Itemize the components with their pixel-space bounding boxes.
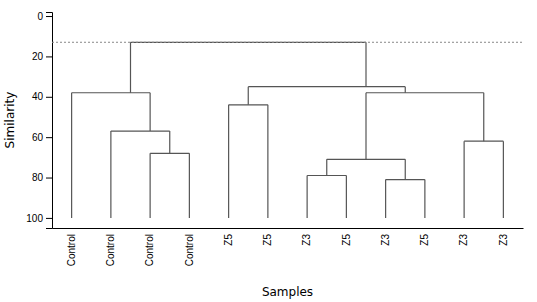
branch-left xyxy=(150,153,151,218)
x-tick-label: Control xyxy=(105,234,116,266)
branch-left xyxy=(130,42,131,92)
x-tick-label: Z3 xyxy=(301,234,312,246)
y-tick-mark xyxy=(46,16,52,17)
x-axis: Control Control Control Control Z5 Z5 Z3 Z5 Z3 Z5… xyxy=(53,229,524,267)
x-axis-title: Samples xyxy=(262,285,313,299)
y-axis-title: Similarity xyxy=(3,92,17,149)
branch-left xyxy=(365,93,366,160)
x-tick-label: Z3 xyxy=(380,234,391,246)
x-tick: Z3 xyxy=(301,234,312,246)
branch-right xyxy=(267,105,268,218)
x-tick: Control xyxy=(105,234,116,266)
chart: 020406080100ControlControlControlControl… xyxy=(0,0,537,302)
y-tick-mark xyxy=(46,137,52,138)
plot: 020406080100ControlControlControlControl… xyxy=(26,11,523,267)
x-tick-label: Z5 xyxy=(341,234,352,246)
x-tick: Control xyxy=(66,234,77,266)
y-axis: 0 20 40 60 80 100 xyxy=(26,11,52,229)
branch-left xyxy=(326,159,327,175)
y-tick: 60 xyxy=(32,132,52,143)
x-tick-label: Control xyxy=(66,234,77,266)
y-tick-mark xyxy=(46,178,52,179)
y-tick-label: 0 xyxy=(37,11,43,22)
branch-right xyxy=(346,176,347,218)
branch-right xyxy=(483,93,484,141)
branch-right xyxy=(503,141,504,218)
x-tick: Z5 xyxy=(223,234,234,246)
x-tick: Z3 xyxy=(458,234,469,246)
branch-left xyxy=(228,105,229,218)
y-tick-label: 80 xyxy=(32,172,44,183)
dendrogram xyxy=(52,42,523,218)
x-tick: Control xyxy=(144,234,155,266)
x-tick-label: Z3 xyxy=(498,234,509,246)
branch-left xyxy=(71,93,72,218)
x-tick: Z5 xyxy=(262,234,273,246)
branch-left xyxy=(110,131,111,218)
x-tick-label: Control xyxy=(144,234,155,266)
x-tick: Z5 xyxy=(341,234,352,246)
x-tick: Z5 xyxy=(419,234,430,246)
branch-left xyxy=(385,180,386,218)
y-tick-mark xyxy=(46,56,52,57)
x-tick-label: Z5 xyxy=(262,234,273,246)
branch-right xyxy=(150,93,151,131)
x-tick: Control xyxy=(184,234,195,266)
y-tick: 0 xyxy=(37,11,52,22)
reference-line xyxy=(52,42,523,43)
y-tick-label: 20 xyxy=(32,51,44,62)
y-tick-mark xyxy=(46,97,52,98)
y-tick: 80 xyxy=(32,172,52,183)
y-axis-line xyxy=(46,13,53,229)
branch-right xyxy=(405,159,406,179)
branch-right xyxy=(365,42,366,86)
merge-bar xyxy=(248,86,405,87)
x-tick-label: Z3 xyxy=(458,234,469,246)
branch-right xyxy=(424,180,425,218)
merge-bar xyxy=(111,131,170,132)
branch-right xyxy=(405,87,406,93)
y-tick-label: 100 xyxy=(26,213,43,224)
x-tick-label: Z5 xyxy=(419,234,430,246)
y-tick: 100 xyxy=(26,213,52,224)
x-tick-label: Control xyxy=(184,234,195,266)
branch-right xyxy=(189,153,190,218)
x-tick: Z3 xyxy=(380,234,391,246)
branch-left xyxy=(464,141,465,218)
y-tick: 40 xyxy=(32,91,52,102)
x-tick-label: Z5 xyxy=(223,234,234,246)
branch-left xyxy=(307,176,308,218)
branch-right xyxy=(169,131,170,153)
merge-bar xyxy=(366,92,484,93)
y-tick-label: 60 xyxy=(32,132,44,143)
branch-left xyxy=(248,87,249,105)
x-tick: Z3 xyxy=(498,234,509,246)
y-tick-label: 40 xyxy=(32,91,44,102)
y-tick: 20 xyxy=(32,51,52,62)
merge-bar xyxy=(72,92,151,93)
y-tick-mark xyxy=(46,218,52,219)
x-axis-line xyxy=(53,228,524,229)
